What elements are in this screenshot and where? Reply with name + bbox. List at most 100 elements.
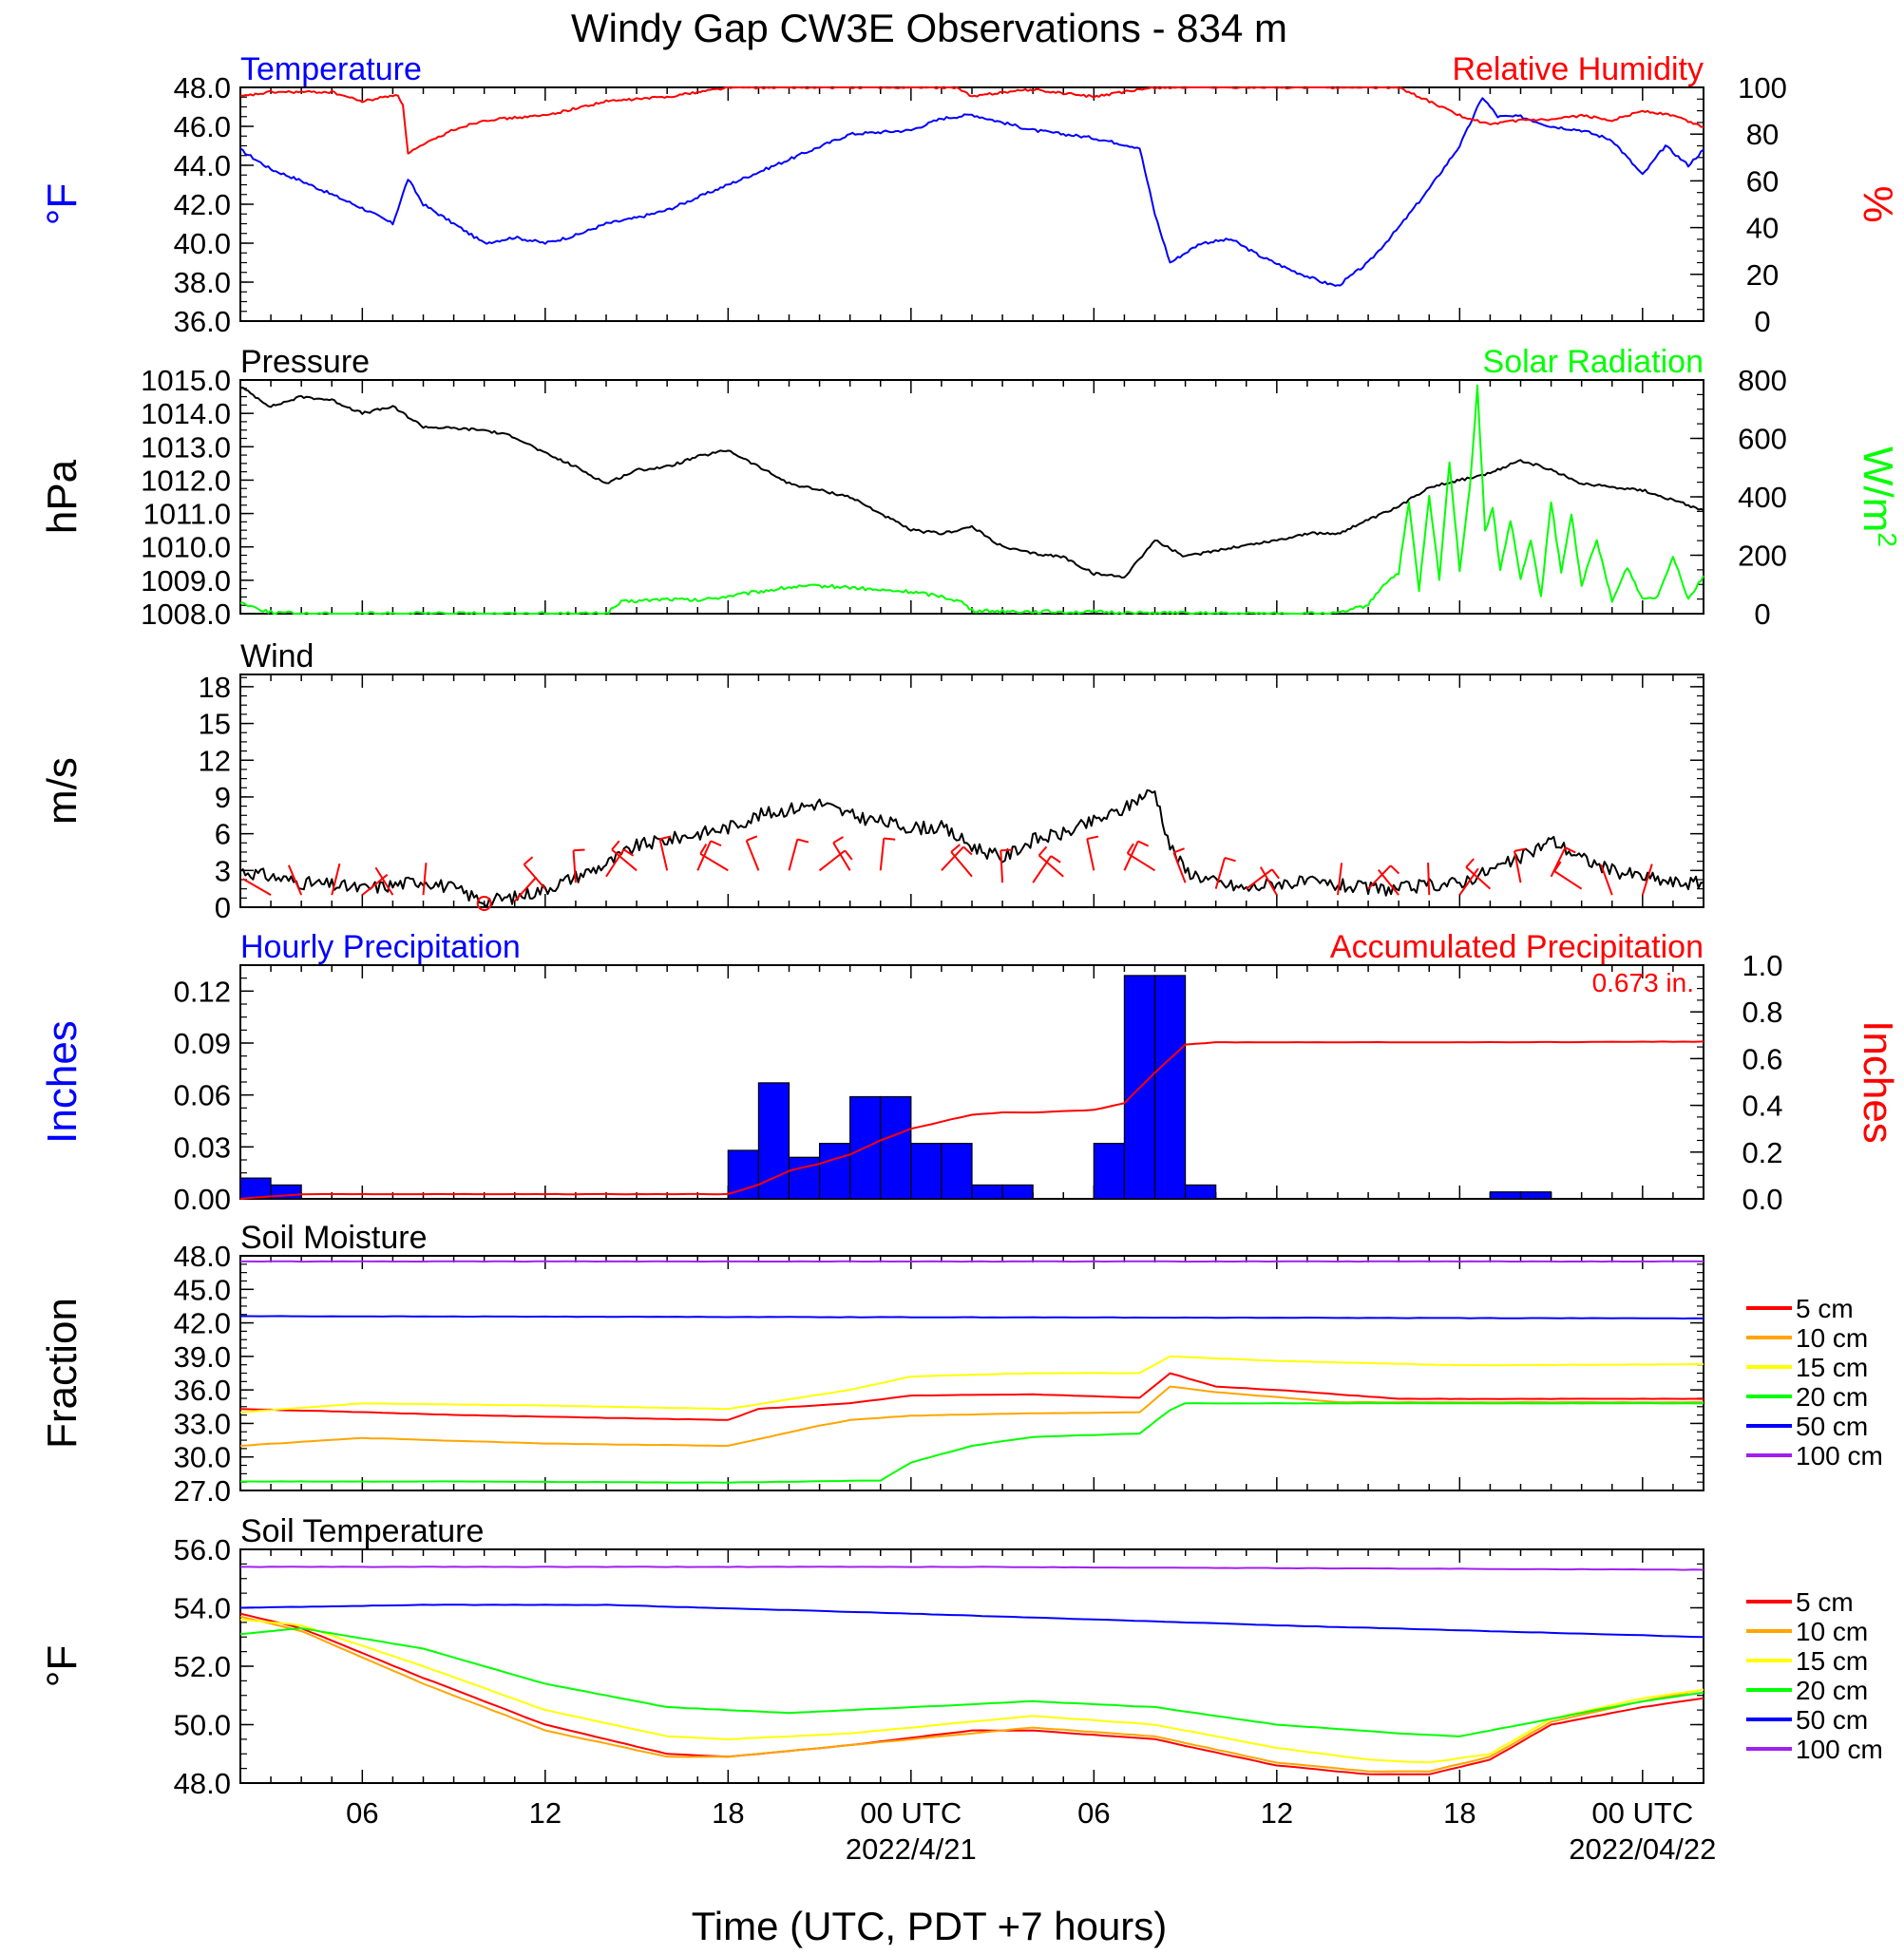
wind-barb — [1600, 864, 1613, 896]
y-tick-label: 30.0 — [174, 1441, 231, 1474]
chart-title: Windy Gap CW3E Observations - 834 m — [571, 6, 1287, 50]
precip-bar — [880, 1095, 912, 1200]
panel-left-title: Soil Moisture — [240, 1220, 428, 1256]
y-tick-label: 36.0 — [174, 1374, 231, 1407]
series-line-5-cm — [239, 1612, 1704, 1775]
precip-bar — [727, 1149, 760, 1200]
precip-bar — [1489, 1191, 1522, 1200]
legend-label: 10 cm — [1796, 1617, 1868, 1646]
series-line-pressure — [240, 387, 1704, 579]
right-tick-label: 20 — [1746, 258, 1779, 292]
wind-barb — [605, 848, 635, 878]
left-axis-label: °F — [39, 1645, 86, 1687]
y-tick-label: 15 — [199, 708, 231, 741]
wind-barb — [1032, 855, 1061, 883]
legend-label: 5 cm — [1796, 1294, 1854, 1323]
series-line-solar-radiation — [239, 384, 1704, 615]
series-line-20-cm — [239, 1402, 1704, 1484]
right-tick-label: 0.6 — [1742, 1042, 1782, 1075]
wind-barb — [611, 840, 638, 872]
wind-barb — [832, 836, 851, 871]
right-tick-label: 800 — [1738, 364, 1787, 397]
legend-label: 10 cm — [1796, 1323, 1868, 1353]
legend-label: 50 cm — [1796, 1412, 1868, 1441]
legend-label: 20 cm — [1796, 1382, 1868, 1412]
panel-left-title: Hourly Precipitation — [240, 929, 521, 965]
wind-barb — [788, 838, 809, 871]
precip-bar — [1184, 1184, 1217, 1200]
wind-barb — [1641, 864, 1653, 896]
right-tick-label: 0.0 — [1742, 1183, 1782, 1216]
calm-wind-marker — [476, 896, 492, 911]
wind-barb — [1367, 864, 1400, 890]
y-tick-label: 0.09 — [174, 1027, 231, 1060]
wind-barb — [422, 863, 428, 896]
y-tick-label: 0.12 — [174, 975, 231, 1008]
panel-pressure_solar: Pressure Solar Radiation 1008.01009.01010.… — [39, 344, 1903, 631]
panel-temp_rh: Temperature Relative Humidity 36.0 38.0 40.0… — [39, 51, 1901, 338]
left-axis-label: hPa — [39, 459, 86, 534]
x-axis-label: Time (UTC, PDT +7 hours) — [692, 1904, 1168, 1948]
x-date-label: 2022/4/21 — [846, 1832, 977, 1866]
y-tick-label: 33.0 — [174, 1407, 231, 1440]
wind-barb — [950, 844, 973, 878]
y-tick-label: 48.0 — [174, 71, 231, 104]
y-tick-label: 50.0 — [174, 1709, 231, 1742]
right-tick-label: 600 — [1738, 423, 1787, 456]
series-line-10-cm — [239, 1615, 1704, 1773]
panel-left-title: Pressure — [240, 344, 370, 380]
right-tick-label: 60 — [1746, 164, 1779, 198]
precip-bar — [239, 1177, 272, 1200]
right-tick-label: 100 — [1738, 71, 1787, 104]
y-tick-label: 39.0 — [174, 1340, 231, 1374]
x-tick-label: 12 — [1261, 1796, 1293, 1830]
y-tick-label: 38.0 — [174, 266, 231, 299]
y-tick-label: 54.0 — [174, 1592, 231, 1625]
panel-left-title: Temperature — [240, 51, 422, 87]
right-tick-label: 80 — [1746, 118, 1779, 151]
y-tick-label: 36.0 — [174, 305, 231, 338]
right-axis-label: Inches — [1855, 1020, 1901, 1144]
y-tick-label: 1013.0 — [141, 430, 231, 464]
y-tick-label: 1009.0 — [141, 564, 231, 598]
left-axis-label: Inches — [39, 1020, 86, 1144]
wind-barb — [287, 864, 303, 896]
precip-bar — [788, 1156, 821, 1200]
series-line-relative-humidity — [240, 86, 1704, 155]
wind-barb — [331, 863, 341, 896]
panel-soil_moisture: Soil Moisture 27.030.033.036.039.042.045.… — [39, 1220, 1704, 1508]
legend-label: 5 cm — [1796, 1587, 1854, 1617]
precip-bar — [971, 1184, 1003, 1200]
left-axis-label: °F — [39, 183, 86, 225]
wind-barb — [1259, 866, 1278, 896]
panels: Temperature Relative Humidity 36.0 38.0 40.0… — [39, 51, 1903, 1866]
wind-barb — [745, 835, 760, 871]
wind-barb — [1514, 847, 1526, 883]
right-tick-label: 0 — [1754, 598, 1770, 631]
panel-left-title: Wind — [240, 638, 314, 674]
series-line-15-cm — [239, 1355, 1704, 1414]
y-tick-label: 46.0 — [174, 110, 231, 143]
wind-barb — [699, 844, 729, 872]
wind-barb — [879, 837, 896, 871]
series-line-50-cm — [239, 1604, 1704, 1639]
x-tick-label: 18 — [712, 1796, 744, 1830]
series-line-accumulated-precipitation — [239, 1040, 1704, 1200]
panel-right-title: Solar Radiation — [1483, 344, 1704, 380]
left-axis-label: m/s — [39, 757, 86, 825]
right-tick-label: 0.8 — [1742, 996, 1782, 1029]
right-tick-label: 0.2 — [1742, 1136, 1782, 1169]
series-line-wind-speed — [239, 788, 1704, 908]
y-tick-label: 52.0 — [174, 1650, 231, 1683]
legend-label: 100 cm — [1796, 1441, 1883, 1471]
y-tick-label: 27.0 — [174, 1474, 231, 1508]
panel-right-title: Accumulated Precipitation — [1330, 929, 1704, 965]
legend-label: 15 cm — [1796, 1646, 1868, 1676]
wind-barb — [941, 845, 973, 871]
right-tick-label: 400 — [1738, 481, 1787, 514]
precip-bar — [1093, 1143, 1126, 1200]
y-tick-label: 6 — [215, 818, 231, 851]
right-axis-label: % — [1855, 185, 1901, 222]
wind-barb — [523, 856, 546, 890]
